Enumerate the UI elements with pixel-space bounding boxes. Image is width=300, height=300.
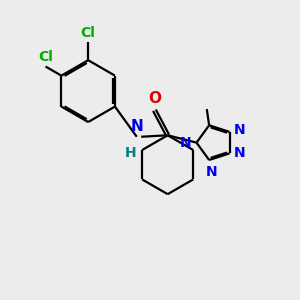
Text: N: N — [180, 136, 191, 150]
Text: N: N — [234, 146, 246, 161]
Text: H: H — [124, 146, 136, 160]
Text: N: N — [206, 165, 217, 179]
Text: N: N — [130, 119, 143, 134]
Text: N: N — [234, 123, 246, 137]
Text: O: O — [148, 92, 161, 106]
Text: Cl: Cl — [38, 50, 53, 64]
Text: Cl: Cl — [81, 26, 96, 40]
